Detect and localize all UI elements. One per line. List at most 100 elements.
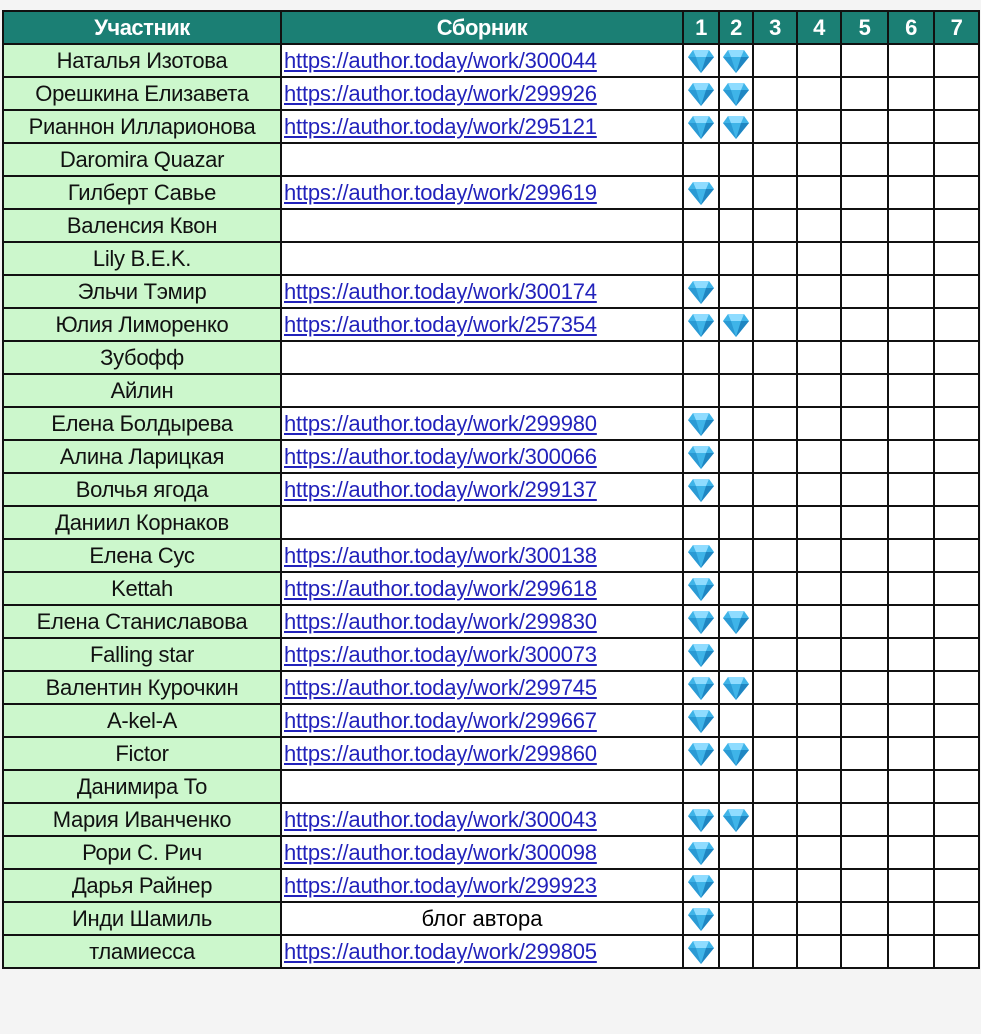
collection-link[interactable]: https://author.today/work/299618 bbox=[284, 575, 597, 601]
collection-link[interactable]: https://author.today/work/299805 bbox=[284, 938, 597, 964]
round-cell-7 bbox=[933, 109, 980, 144]
header-round-5: 5 bbox=[840, 10, 889, 45]
collection-link[interactable]: https://author.today/work/300044 bbox=[284, 47, 597, 73]
round-cell-2 bbox=[718, 571, 754, 606]
round-cell-3 bbox=[752, 703, 798, 738]
gem-icon bbox=[687, 180, 715, 206]
round-cell-4 bbox=[796, 208, 842, 243]
collection-link[interactable]: https://author.today/work/257354 bbox=[284, 311, 597, 337]
round-cell-6 bbox=[887, 43, 935, 78]
round-cell-4 bbox=[796, 340, 842, 375]
collection-link[interactable]: https://author.today/work/299667 bbox=[284, 707, 597, 733]
collection-cell: https://author.today/work/299618 bbox=[280, 571, 684, 606]
participant-name: Дарья Райнер bbox=[2, 868, 282, 903]
table-row: Falling star https://author.today/work/30… bbox=[2, 637, 980, 672]
round-cell-1 bbox=[682, 802, 720, 837]
round-cell-5 bbox=[840, 439, 889, 474]
round-cell-1 bbox=[682, 472, 720, 507]
round-cell-1 bbox=[682, 439, 720, 474]
round-cell-1 bbox=[682, 670, 720, 705]
round-cell-3 bbox=[752, 637, 798, 672]
round-cell-6 bbox=[887, 901, 935, 936]
round-cell-5 bbox=[840, 76, 889, 111]
collection-cell: https://author.today/work/299667 bbox=[280, 703, 684, 738]
participant-name: Орешкина Елизавета bbox=[2, 76, 282, 111]
collection-link[interactable]: https://author.today/work/300073 bbox=[284, 641, 597, 667]
round-cell-7 bbox=[933, 505, 980, 540]
round-cell-7 bbox=[933, 472, 980, 507]
round-cell-7 bbox=[933, 703, 980, 738]
table-row: Daromira Quazar bbox=[2, 142, 980, 177]
round-cell-2 bbox=[718, 637, 754, 672]
round-cell-7 bbox=[933, 934, 980, 969]
collection-link[interactable]: https://author.today/work/299923 bbox=[284, 872, 597, 898]
round-cell-5 bbox=[840, 373, 889, 408]
collection-link[interactable]: https://author.today/work/299830 bbox=[284, 608, 597, 634]
round-cell-6 bbox=[887, 274, 935, 309]
gem-icon bbox=[687, 312, 715, 338]
collection-link[interactable]: https://author.today/work/299137 bbox=[284, 476, 597, 502]
round-cell-1 bbox=[682, 109, 720, 144]
round-cell-6 bbox=[887, 670, 935, 705]
round-cell-6 bbox=[887, 736, 935, 771]
round-cell-3 bbox=[752, 76, 798, 111]
round-cell-2 bbox=[718, 901, 754, 936]
round-cell-4 bbox=[796, 175, 842, 210]
round-cell-4 bbox=[796, 802, 842, 837]
collection-link[interactable]: https://author.today/work/295121 bbox=[284, 113, 597, 139]
round-cell-2 bbox=[718, 670, 754, 705]
round-cell-4 bbox=[796, 538, 842, 573]
collection-link[interactable]: https://author.today/work/299619 bbox=[284, 179, 597, 205]
participant-name: Kettah bbox=[2, 571, 282, 606]
collection-empty bbox=[280, 340, 684, 375]
collection-cell: https://author.today/work/300174 bbox=[280, 274, 684, 309]
participant-name: Данимира То bbox=[2, 769, 282, 804]
round-cell-1 bbox=[682, 538, 720, 573]
collection-cell: https://author.today/work/299980 bbox=[280, 406, 684, 441]
gem-icon bbox=[687, 411, 715, 437]
collection-link[interactable]: https://author.today/work/300174 bbox=[284, 278, 597, 304]
collection-link[interactable]: https://author.today/work/299980 bbox=[284, 410, 597, 436]
collection-link[interactable]: https://author.today/work/299926 bbox=[284, 80, 597, 106]
round-cell-1 bbox=[682, 571, 720, 606]
gem-icon bbox=[687, 939, 715, 965]
collection-link[interactable]: https://author.today/work/300066 bbox=[284, 443, 597, 469]
table-row: Даниил Корнаков bbox=[2, 505, 980, 540]
collection-cell: https://author.today/work/299619 bbox=[280, 175, 684, 210]
round-cell-5 bbox=[840, 274, 889, 309]
gem-icon bbox=[687, 576, 715, 602]
round-cell-5 bbox=[840, 868, 889, 903]
round-cell-2 bbox=[718, 76, 754, 111]
round-cell-1 bbox=[682, 703, 720, 738]
participant-name: Даниил Корнаков bbox=[2, 505, 282, 540]
round-cell-7 bbox=[933, 571, 980, 606]
collection-link[interactable]: https://author.today/work/299745 bbox=[284, 674, 597, 700]
participant-name: A-kel-A bbox=[2, 703, 282, 738]
round-cell-4 bbox=[796, 274, 842, 309]
gem-icon bbox=[687, 279, 715, 305]
round-cell-3 bbox=[752, 571, 798, 606]
collection-link[interactable]: https://author.today/work/300043 bbox=[284, 806, 597, 832]
round-cell-7 bbox=[933, 637, 980, 672]
gem-icon bbox=[687, 873, 715, 899]
header-round-6: 6 bbox=[887, 10, 935, 45]
round-cell-4 bbox=[796, 736, 842, 771]
gem-icon bbox=[722, 609, 750, 635]
table-row: Рианнон Илларионова https://author.today/… bbox=[2, 109, 980, 144]
collection-link[interactable]: https://author.today/work/300138 bbox=[284, 542, 597, 568]
collection-cell: https://author.today/work/295121 bbox=[280, 109, 684, 144]
round-cell-7 bbox=[933, 538, 980, 573]
round-cell-2 bbox=[718, 769, 754, 804]
round-cell-2 bbox=[718, 703, 754, 738]
round-cell-6 bbox=[887, 604, 935, 639]
collection-link[interactable]: https://author.today/work/300098 bbox=[284, 839, 597, 865]
round-cell-6 bbox=[887, 109, 935, 144]
round-cell-6 bbox=[887, 307, 935, 342]
participant-name: тламиесса bbox=[2, 934, 282, 969]
round-cell-2 bbox=[718, 340, 754, 375]
round-cell-5 bbox=[840, 43, 889, 78]
round-cell-2 bbox=[718, 736, 754, 771]
round-cell-3 bbox=[752, 868, 798, 903]
collection-link[interactable]: https://author.today/work/299860 bbox=[284, 740, 597, 766]
round-cell-7 bbox=[933, 373, 980, 408]
